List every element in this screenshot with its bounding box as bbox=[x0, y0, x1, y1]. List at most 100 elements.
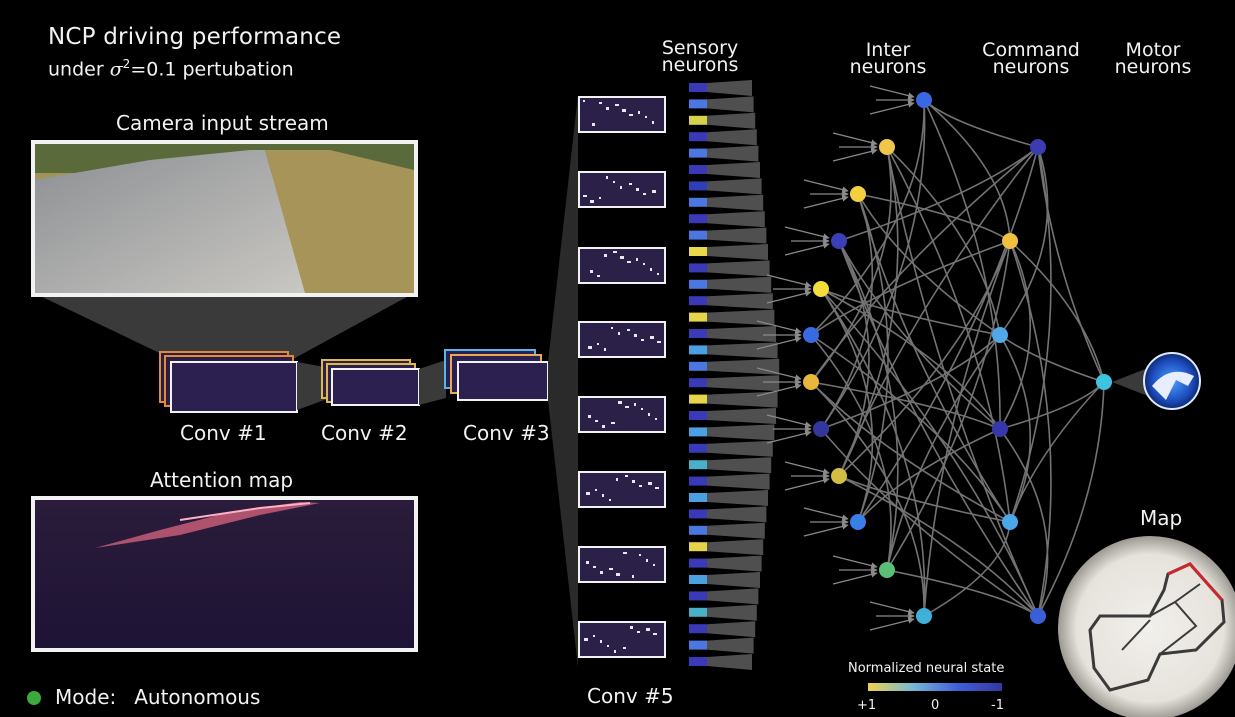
sensory-fan bbox=[707, 162, 760, 178]
sensory-neuron bbox=[689, 214, 707, 224]
synapse bbox=[923, 99, 1001, 430]
sensory-neuron bbox=[689, 197, 707, 207]
inter-neuron bbox=[850, 514, 866, 530]
sensory-neuron bbox=[689, 181, 707, 191]
input-arrow bbox=[869, 85, 915, 99]
command-neuron bbox=[1002, 514, 1018, 530]
sensory-neuron bbox=[689, 427, 707, 437]
synapse bbox=[838, 475, 1039, 617]
conv-2-stack bbox=[321, 359, 420, 406]
command-neurons bbox=[992, 139, 1046, 624]
input-arrow bbox=[784, 477, 830, 491]
sensory-neuron bbox=[689, 525, 707, 535]
sensory-neuron bbox=[689, 115, 707, 125]
input-arrow bbox=[766, 274, 812, 288]
sensory-neuron bbox=[689, 263, 707, 273]
sensory-fan bbox=[707, 654, 752, 670]
conv-5-map bbox=[578, 471, 666, 508]
synapse bbox=[838, 146, 1039, 242]
conv-3-label: Conv #3 bbox=[463, 421, 550, 445]
synapse bbox=[999, 428, 1049, 617]
command-neuron bbox=[1002, 233, 1018, 249]
synapse bbox=[820, 288, 1001, 336]
map-panel bbox=[1058, 536, 1235, 717]
sensory-neuron bbox=[689, 312, 707, 322]
sensory-neuron bbox=[689, 640, 707, 650]
synapse bbox=[857, 193, 889, 523]
sensory-fan bbox=[707, 506, 767, 523]
sensory-fan bbox=[707, 178, 762, 195]
inter-neuron bbox=[813, 281, 829, 297]
sensory-fan bbox=[707, 80, 752, 96]
input-arrow bbox=[869, 601, 915, 615]
input-arrow bbox=[756, 383, 802, 397]
attention-label: Attention map bbox=[150, 468, 294, 492]
command-header: Command neurons bbox=[982, 39, 1080, 78]
synapse bbox=[857, 428, 1001, 523]
synapse bbox=[886, 146, 1039, 617]
inter-neuron bbox=[803, 327, 819, 343]
synapse bbox=[999, 334, 1105, 383]
sensory-fan bbox=[707, 293, 773, 310]
conv-5-map bbox=[578, 546, 666, 583]
sensory-fan bbox=[707, 522, 765, 539]
synapse bbox=[1009, 240, 1052, 617]
inter-neuron bbox=[850, 186, 866, 202]
command-neuron bbox=[1030, 608, 1046, 624]
legend-tick-minus1: -1 bbox=[991, 698, 1004, 713]
input-arrow bbox=[869, 101, 915, 115]
input-arrow bbox=[784, 242, 830, 256]
conv-5-map bbox=[578, 321, 666, 358]
sensory-neuron bbox=[689, 148, 707, 158]
sensory-fan bbox=[707, 326, 776, 342]
sensory-fan bbox=[707, 260, 770, 277]
camera-image bbox=[34, 143, 414, 293]
sensory-fan bbox=[707, 408, 776, 424]
synapses bbox=[810, 99, 1105, 617]
inter-neuron bbox=[916, 92, 932, 108]
legend-colorbar bbox=[868, 683, 1002, 691]
sensory-neuron bbox=[689, 558, 707, 568]
sigma-symbol: σ bbox=[109, 58, 123, 81]
synapse bbox=[886, 240, 1011, 571]
conv-5-column bbox=[578, 96, 666, 658]
sensory-neuron bbox=[689, 378, 707, 388]
input-arrow bbox=[832, 555, 878, 569]
sigma-exponent: 2 bbox=[122, 57, 131, 71]
synapse bbox=[857, 193, 1011, 242]
sensory-neuron bbox=[689, 591, 707, 601]
synapse bbox=[810, 381, 1001, 430]
motor-neuron bbox=[1096, 374, 1112, 390]
input-arrow bbox=[784, 461, 830, 475]
sensory-neuron bbox=[689, 509, 707, 519]
projection-fan bbox=[548, 95, 578, 668]
sensory-fan bbox=[707, 358, 780, 375]
input-arrow bbox=[756, 367, 802, 381]
sensory-neuron bbox=[689, 657, 707, 666]
projection-wedge bbox=[1112, 368, 1148, 396]
sensory-neuron bbox=[689, 476, 707, 486]
sensory-fan bbox=[707, 112, 756, 129]
input-arrow bbox=[766, 430, 812, 444]
synapse bbox=[1009, 240, 1105, 383]
synapse bbox=[886, 146, 1001, 336]
command-neuron bbox=[992, 327, 1008, 343]
sensory-fan bbox=[707, 555, 762, 572]
mode-status-dot bbox=[27, 691, 41, 705]
inter-neuron bbox=[831, 468, 847, 484]
synapse bbox=[857, 146, 1039, 523]
page-subtitle: under σ2=0.1 pertubation bbox=[48, 57, 294, 81]
synapse bbox=[923, 521, 1011, 617]
input-arrow bbox=[766, 290, 812, 304]
synapse bbox=[820, 99, 926, 430]
input-arrow bbox=[832, 148, 878, 162]
projection-wedge bbox=[419, 360, 446, 405]
mode-indicator: Mode: Autonomous bbox=[27, 685, 260, 709]
sensory-neuron bbox=[689, 83, 707, 92]
sensory-fan bbox=[707, 539, 764, 556]
sensory-fan bbox=[707, 588, 759, 605]
page-title: NCP driving performance bbox=[48, 24, 342, 50]
sensory-fan bbox=[707, 211, 765, 228]
sensory-neuron bbox=[689, 575, 707, 584]
inter-header: Inter neurons bbox=[849, 39, 927, 78]
